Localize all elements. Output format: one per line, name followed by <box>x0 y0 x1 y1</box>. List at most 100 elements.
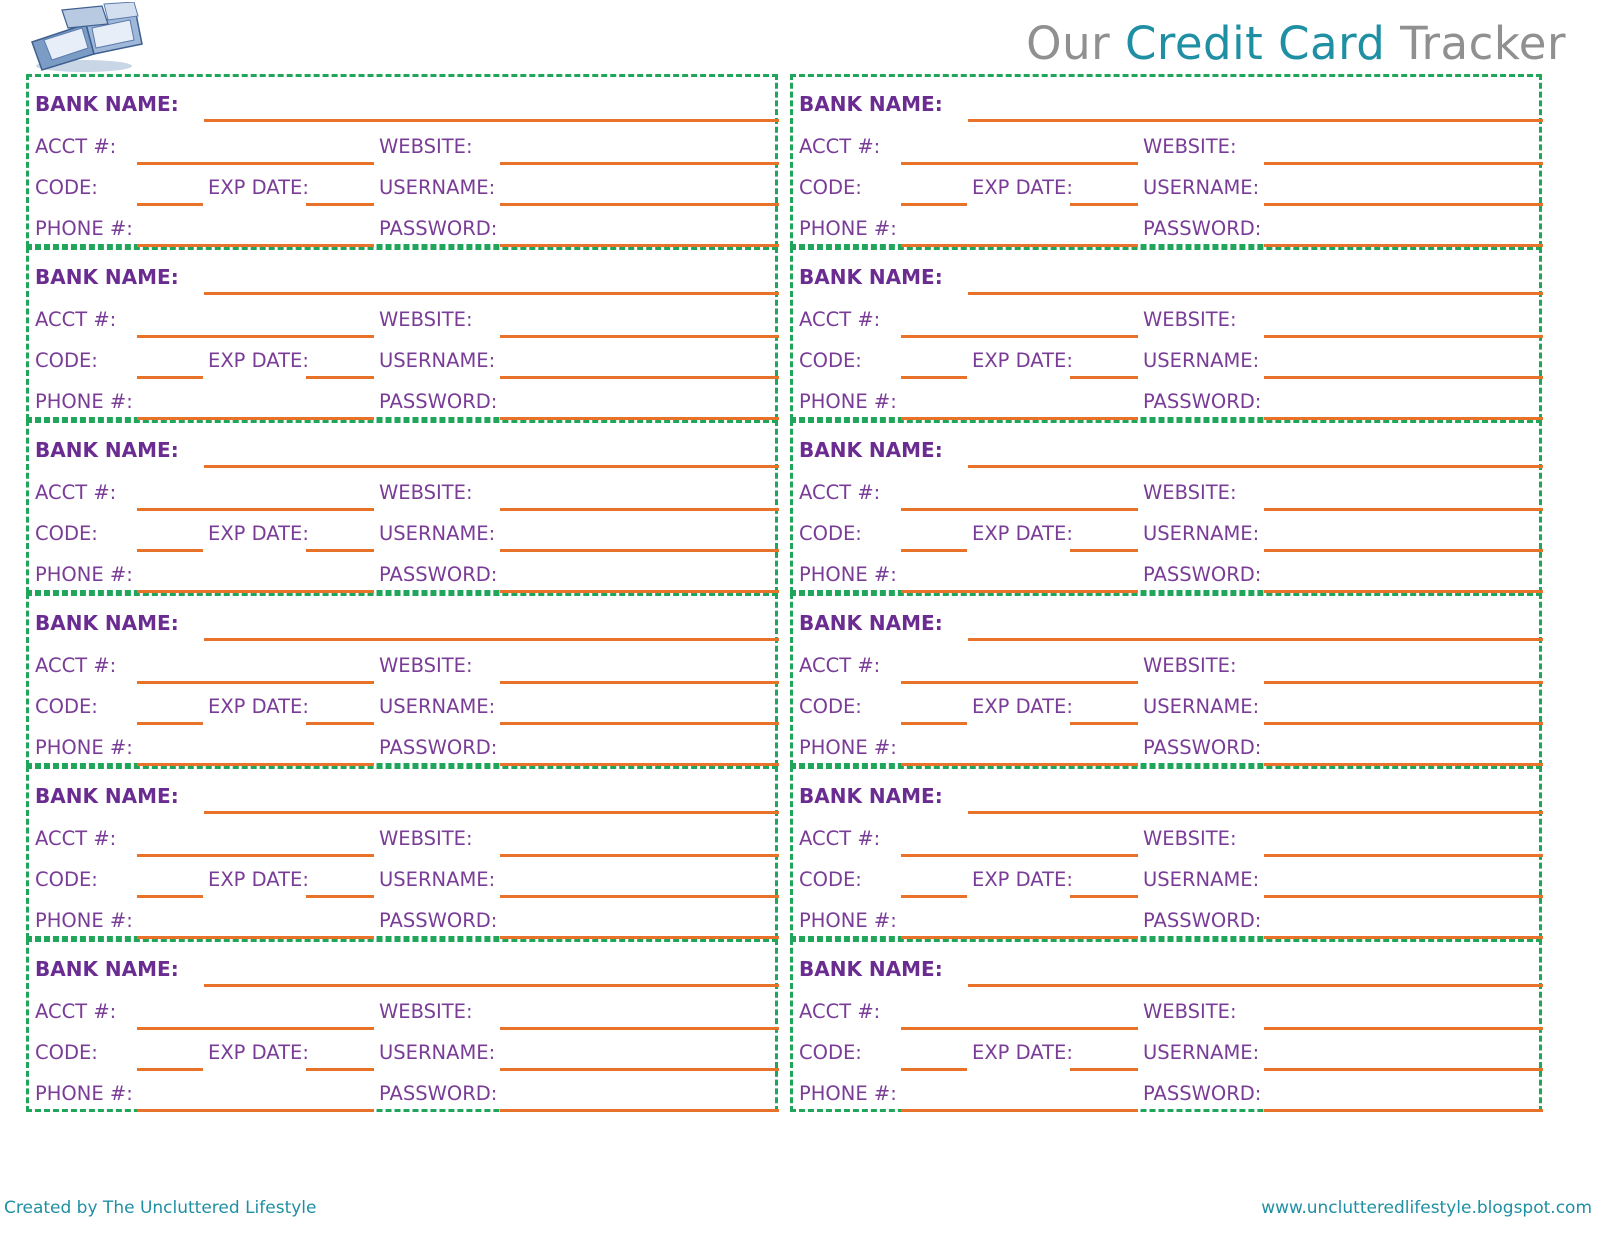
username-line[interactable] <box>500 549 779 552</box>
acct-line[interactable] <box>901 508 1138 511</box>
phone-line[interactable] <box>901 763 1138 766</box>
password-line[interactable] <box>500 417 779 420</box>
bank-name-line[interactable] <box>204 984 779 987</box>
password-line[interactable] <box>500 1109 779 1112</box>
password-label: PASSWORD: <box>1143 909 1262 932</box>
exp-date-line[interactable] <box>306 1068 374 1071</box>
password-line[interactable] <box>1264 417 1543 420</box>
password-line[interactable] <box>500 763 779 766</box>
password-line[interactable] <box>500 936 779 939</box>
exp-date-line[interactable] <box>306 722 374 725</box>
username-line[interactable] <box>1264 1068 1543 1071</box>
exp-date-line[interactable] <box>306 376 374 379</box>
bank-name-line[interactable] <box>968 811 1543 814</box>
exp-date-line[interactable] <box>1070 722 1138 725</box>
exp-date-line[interactable] <box>306 895 374 898</box>
bank-name-line[interactable] <box>968 638 1543 641</box>
bank-name-line[interactable] <box>968 119 1543 122</box>
username-line[interactable] <box>1264 722 1543 725</box>
credit-card-entry: BANK NAME: ACCT #: WEBSITE: CODE: EXP DATE: U… <box>790 593 1543 766</box>
username-line[interactable] <box>500 722 779 725</box>
acct-line[interactable] <box>901 1027 1138 1030</box>
exp-date-line[interactable] <box>1070 549 1138 552</box>
phone-line[interactable] <box>137 590 374 593</box>
website-line[interactable] <box>500 681 779 684</box>
acct-line[interactable] <box>901 162 1138 165</box>
phone-line[interactable] <box>137 763 374 766</box>
credit-card-entry: BANK NAME: ACCT #: WEBSITE: CODE: EXP DATE: U… <box>26 420 779 593</box>
exp-date-line[interactable] <box>306 549 374 552</box>
phone-line[interactable] <box>901 244 1138 247</box>
acct-line[interactable] <box>137 681 374 684</box>
acct-line[interactable] <box>137 335 374 338</box>
phone-line[interactable] <box>137 417 374 420</box>
acct-line[interactable] <box>137 162 374 165</box>
acct-line[interactable] <box>901 335 1138 338</box>
exp-date-line[interactable] <box>1070 895 1138 898</box>
exp-date-line[interactable] <box>1070 1068 1138 1071</box>
bank-name-line[interactable] <box>204 292 779 295</box>
code-line[interactable] <box>901 895 967 898</box>
code-line[interactable] <box>137 203 203 206</box>
code-line[interactable] <box>901 203 967 206</box>
username-line[interactable] <box>1264 376 1543 379</box>
bank-name-line[interactable] <box>204 119 779 122</box>
code-line[interactable] <box>137 722 203 725</box>
phone-line[interactable] <box>137 1109 374 1112</box>
website-line[interactable] <box>500 508 779 511</box>
code-line[interactable] <box>901 549 967 552</box>
phone-line[interactable] <box>901 590 1138 593</box>
exp-date-label: EXP DATE: <box>208 695 309 718</box>
phone-line[interactable] <box>901 417 1138 420</box>
phone-line[interactable] <box>901 1109 1138 1112</box>
bank-name-line[interactable] <box>968 292 1543 295</box>
password-line[interactable] <box>500 590 779 593</box>
password-line[interactable] <box>1264 590 1543 593</box>
username-line[interactable] <box>1264 895 1543 898</box>
exp-date-line[interactable] <box>1070 203 1138 206</box>
password-line[interactable] <box>1264 1109 1543 1112</box>
password-line[interactable] <box>500 244 779 247</box>
acct-line[interactable] <box>901 681 1138 684</box>
code-line[interactable] <box>137 549 203 552</box>
code-line[interactable] <box>901 1068 967 1071</box>
website-line[interactable] <box>500 854 779 857</box>
website-line[interactable] <box>1264 508 1543 511</box>
code-line[interactable] <box>137 376 203 379</box>
acct-line[interactable] <box>137 854 374 857</box>
website-line[interactable] <box>500 1027 779 1030</box>
acct-line[interactable] <box>137 508 374 511</box>
website-line[interactable] <box>1264 681 1543 684</box>
bank-name-line[interactable] <box>968 984 1543 987</box>
exp-date-line[interactable] <box>1070 376 1138 379</box>
code-line[interactable] <box>137 1068 203 1071</box>
website-line[interactable] <box>1264 854 1543 857</box>
website-line[interactable] <box>500 335 779 338</box>
phone-line[interactable] <box>137 936 374 939</box>
password-line[interactable] <box>1264 763 1543 766</box>
phone-line[interactable] <box>901 936 1138 939</box>
acct-line[interactable] <box>137 1027 374 1030</box>
phone-line[interactable] <box>137 244 374 247</box>
password-line[interactable] <box>1264 244 1543 247</box>
website-line[interactable] <box>500 162 779 165</box>
username-line[interactable] <box>500 203 779 206</box>
bank-name-line[interactable] <box>204 465 779 468</box>
website-line[interactable] <box>1264 162 1543 165</box>
acct-line[interactable] <box>901 854 1138 857</box>
website-line[interactable] <box>1264 1027 1543 1030</box>
website-line[interactable] <box>1264 335 1543 338</box>
username-line[interactable] <box>1264 203 1543 206</box>
bank-name-line[interactable] <box>204 638 779 641</box>
password-line[interactable] <box>1264 936 1543 939</box>
code-line[interactable] <box>137 895 203 898</box>
code-line[interactable] <box>901 376 967 379</box>
bank-name-line[interactable] <box>204 811 779 814</box>
exp-date-line[interactable] <box>306 203 374 206</box>
code-line[interactable] <box>901 722 967 725</box>
username-line[interactable] <box>1264 549 1543 552</box>
username-line[interactable] <box>500 895 779 898</box>
username-line[interactable] <box>500 1068 779 1071</box>
username-line[interactable] <box>500 376 779 379</box>
bank-name-line[interactable] <box>968 465 1543 468</box>
